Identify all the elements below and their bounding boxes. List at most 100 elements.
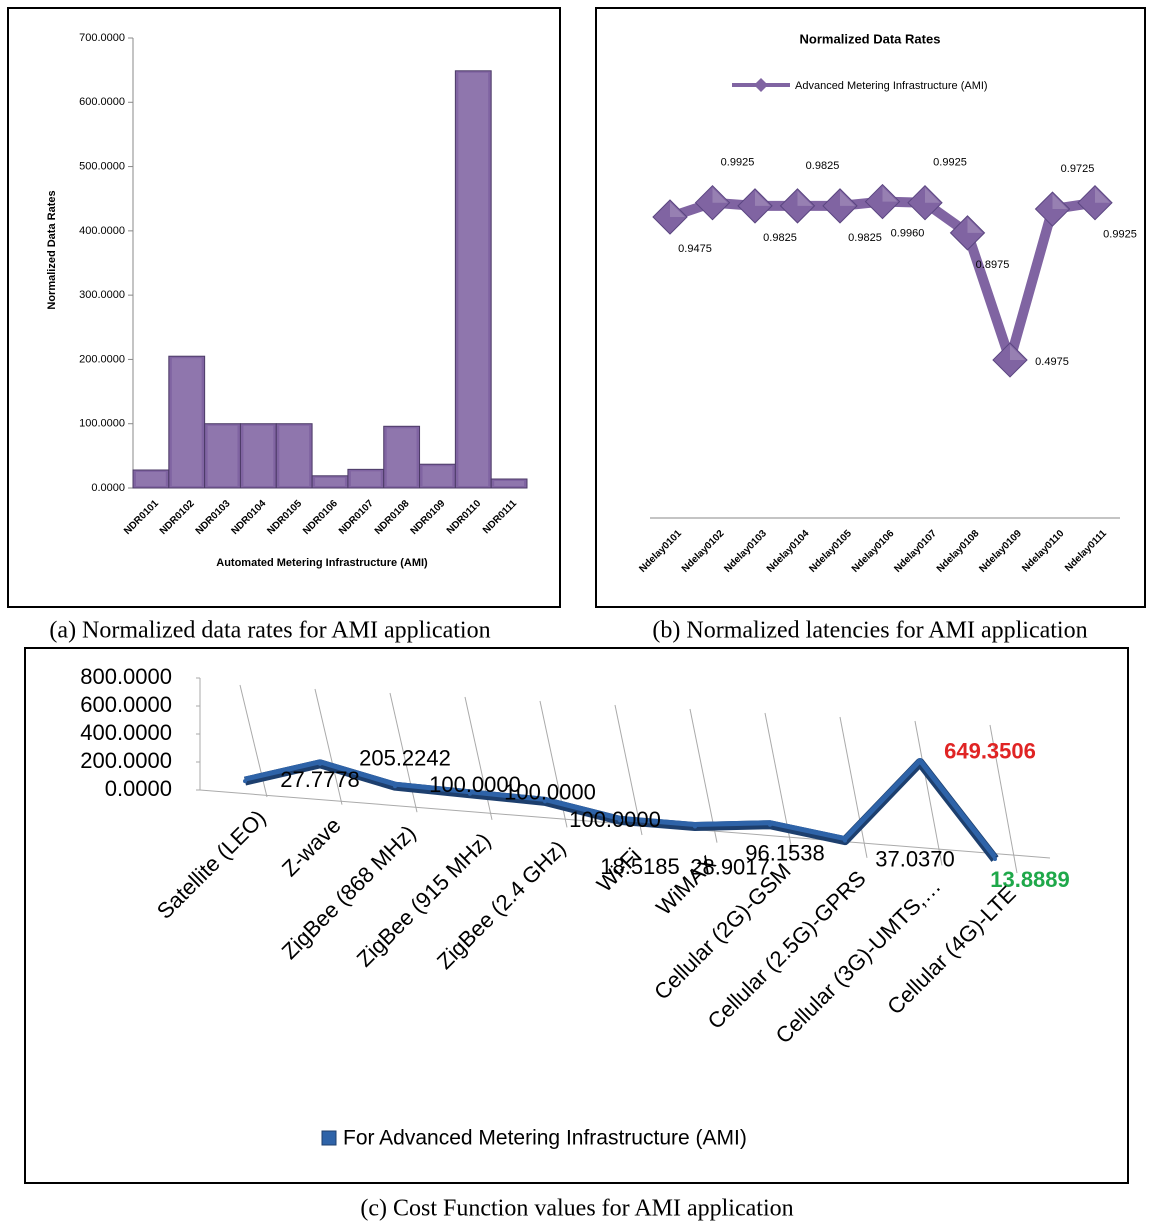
category-divider bbox=[314, 688, 343, 805]
point bbox=[652, 199, 688, 235]
bar bbox=[454, 70, 492, 489]
data-label: 0.9960 bbox=[891, 227, 925, 239]
y-tick-label: 0.0000 bbox=[105, 776, 172, 801]
point bbox=[243, 779, 247, 784]
bar bbox=[275, 423, 313, 489]
point-shine bbox=[797, 190, 813, 206]
y-tick-label: 100.0000 bbox=[79, 418, 125, 430]
data-label: 0.9925 bbox=[721, 157, 755, 169]
data-label: 0.9725 bbox=[1061, 163, 1095, 175]
data-label: 37.0370 bbox=[875, 846, 955, 871]
data-label: 0.4975 bbox=[1035, 356, 1069, 368]
data-label: 28.9017 bbox=[690, 854, 770, 879]
point-shine bbox=[1052, 194, 1068, 210]
point-shine bbox=[1010, 344, 1025, 360]
point bbox=[393, 784, 397, 789]
bar bbox=[383, 425, 421, 489]
point bbox=[543, 799, 547, 804]
data-label: 649.3506 bbox=[944, 738, 1036, 763]
point-shine bbox=[712, 187, 728, 203]
x-axis-label: Automated Metering Infrastructure (AMI) bbox=[216, 557, 428, 569]
caption: (a) Normalized data rates for AMI applic… bbox=[49, 618, 490, 644]
bar-highlight bbox=[458, 72, 489, 487]
point-shine bbox=[1095, 187, 1110, 203]
data-label: 100.0000 bbox=[569, 807, 661, 832]
point-shine bbox=[882, 186, 898, 202]
bar-highlight bbox=[207, 425, 238, 486]
data-label: 13.8889 bbox=[990, 867, 1070, 892]
series-ribbon-top bbox=[244, 757, 997, 859]
data-label: 18.5185 bbox=[600, 854, 680, 879]
category-divider bbox=[839, 716, 868, 858]
y-tick-label: 400.0000 bbox=[80, 720, 172, 745]
point bbox=[737, 188, 773, 224]
bar-highlight bbox=[243, 425, 274, 486]
point bbox=[1034, 191, 1071, 227]
y-tick-label: 200.0000 bbox=[80, 748, 172, 773]
chart-title: Normalized Data Rates bbox=[800, 31, 941, 46]
data-label: 0.9825 bbox=[848, 232, 882, 244]
y-axis-label: Normalized Data Rates bbox=[46, 190, 58, 309]
panel-c bbox=[24, 647, 1129, 1184]
point bbox=[822, 188, 858, 224]
data-label: 100.0000 bbox=[504, 780, 596, 805]
data-label: 0.9825 bbox=[763, 232, 797, 244]
caption: (b) Normalized latencies for AMI applica… bbox=[652, 618, 1087, 644]
point bbox=[907, 184, 943, 221]
y-tick-label: 600.0000 bbox=[80, 692, 172, 717]
point bbox=[468, 791, 472, 796]
point bbox=[1077, 184, 1113, 221]
point-shine bbox=[925, 187, 940, 203]
point-shine bbox=[755, 190, 770, 206]
point-shine bbox=[967, 217, 983, 233]
data-label: 96.1538 bbox=[745, 841, 825, 866]
legend-marker bbox=[754, 78, 768, 92]
bar-highlight bbox=[494, 481, 524, 486]
data-label: 0.9475 bbox=[678, 243, 712, 255]
category-divider bbox=[614, 704, 643, 836]
bar bbox=[168, 355, 206, 489]
category-divider bbox=[914, 720, 943, 866]
data-label: 0.9925 bbox=[1103, 229, 1137, 241]
data-label: 0.9925 bbox=[933, 157, 967, 169]
y-tick-label: 800.0000 bbox=[80, 664, 172, 689]
point bbox=[318, 761, 322, 766]
data-label: 0.9825 bbox=[806, 160, 840, 172]
point bbox=[993, 857, 997, 862]
point bbox=[694, 184, 731, 221]
data-label: 205.2242 bbox=[359, 746, 451, 771]
category-divider bbox=[989, 724, 1018, 874]
panel-b bbox=[595, 7, 1146, 608]
bar-highlight bbox=[386, 428, 417, 486]
point-shine bbox=[840, 190, 855, 206]
bar bbox=[239, 423, 277, 489]
y-tick-label: 200.0000 bbox=[79, 353, 125, 365]
bar-highlight bbox=[315, 477, 345, 486]
point bbox=[618, 818, 622, 823]
point bbox=[693, 824, 697, 829]
point bbox=[768, 822, 772, 827]
bar bbox=[204, 423, 241, 489]
y-tick-label: 300.0000 bbox=[79, 289, 125, 301]
point bbox=[992, 342, 1028, 378]
bar bbox=[490, 478, 528, 489]
point bbox=[949, 215, 986, 251]
point bbox=[918, 760, 922, 765]
y-tick-label: 700.0000 bbox=[79, 32, 125, 44]
data-label: 100.0000 bbox=[429, 772, 521, 797]
point bbox=[864, 183, 901, 220]
data-label: 0.8975 bbox=[976, 259, 1010, 271]
bar-highlight bbox=[171, 358, 202, 486]
point bbox=[779, 188, 816, 224]
bar-highlight bbox=[279, 425, 310, 486]
legend-marker bbox=[321, 1130, 337, 1146]
caption: (c) Cost Function values for AMI applica… bbox=[360, 1196, 793, 1222]
legend-label: For Advanced Metering Infrastructure (AM… bbox=[343, 1127, 747, 1150]
y-tick-label: 500.0000 bbox=[79, 160, 125, 172]
y-tick-label: 0.0000 bbox=[91, 482, 125, 494]
bar-highlight bbox=[422, 466, 453, 486]
point-shine bbox=[670, 201, 685, 217]
y-tick-label: 400.0000 bbox=[79, 225, 125, 237]
legend-label: Advanced Metering Infrastructure (AMI) bbox=[795, 80, 988, 92]
